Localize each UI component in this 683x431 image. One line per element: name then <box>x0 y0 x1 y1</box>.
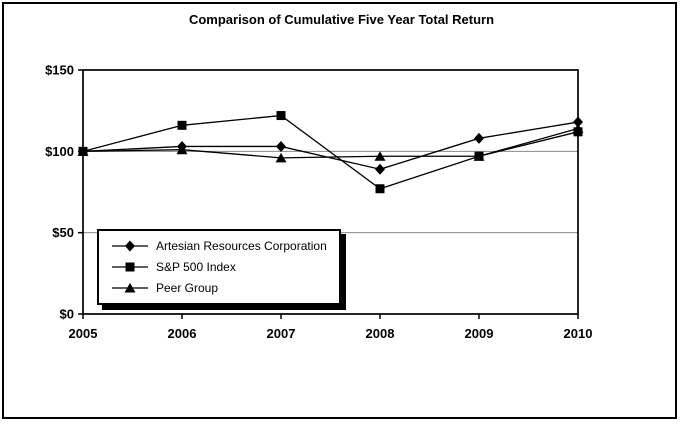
svg-text:$0: $0 <box>60 307 74 322</box>
legend-item-sp500: S&P 500 Index <box>111 260 339 274</box>
svg-text:2008: 2008 <box>366 326 395 341</box>
chart-legend: Artesian Resources Corporation S&P 500 I… <box>97 229 341 305</box>
legend-item-artesian: Artesian Resources Corporation <box>111 239 339 253</box>
square-marker-icon <box>112 262 148 272</box>
svg-text:$150: $150 <box>45 63 74 78</box>
diamond-marker-icon <box>112 240 148 252</box>
legend-label-peer: Peer Group <box>156 281 219 296</box>
svg-text:2007: 2007 <box>267 326 296 341</box>
svg-text:$50: $50 <box>52 225 74 240</box>
svg-text:$100: $100 <box>45 144 74 159</box>
legend-label-artesian: Artesian Resources Corporation <box>156 238 327 253</box>
svg-text:2010: 2010 <box>564 326 593 341</box>
svg-text:2005: 2005 <box>69 326 98 341</box>
chart-outer-border <box>2 2 677 419</box>
svg-text:2009: 2009 <box>465 326 494 341</box>
chart-title: Comparison of Cumulative Five Year Total… <box>188 12 495 27</box>
svg-text:2006: 2006 <box>168 326 197 341</box>
legend-label-sp500: S&P 500 Index <box>156 259 236 274</box>
legend-item-peer: Peer Group <box>111 281 339 295</box>
triangle-marker-icon <box>112 283 148 293</box>
